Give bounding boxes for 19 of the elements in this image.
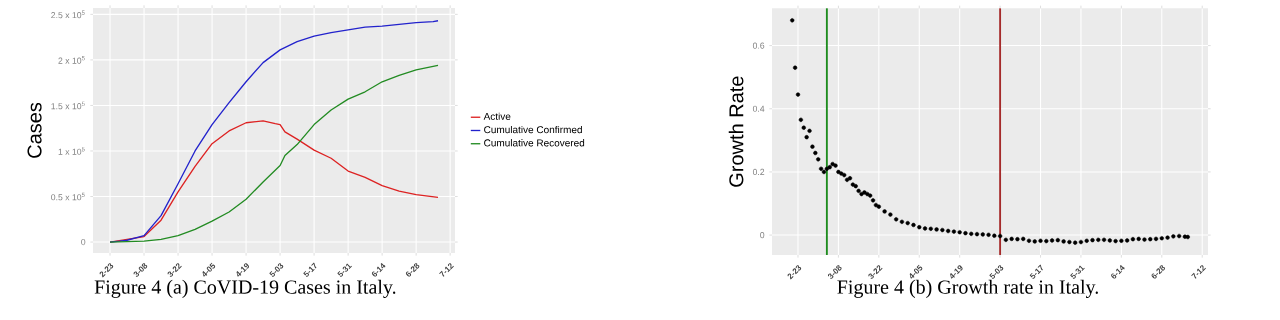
y-tick-label: 1 x 10$^{5}$ [58,147,85,155]
y-tick-label: 0 [81,239,86,246]
x-tick-label: 5-31 [1070,265,1085,279]
line-series [109,64,439,243]
legend-label: Cumulative Confirmed [484,125,582,134]
y-tick-label: 0.2 [752,168,765,175]
y-tick-label: 0.5 x 10$^{5}$ [51,192,85,201]
legend-label: Active [483,112,511,120]
y-tick-label: 2 x 10$^{5}$ [58,56,85,64]
y-axis-title: Growth Rate [728,76,744,187]
caption: Figure 4 (b) Growth rate in Italy. [837,279,1098,298]
caption: Figure 4 (a) CoVID-19 Cases in Italy. [94,279,396,298]
y-tick-label: 0 [760,232,765,239]
legend-label: Cumulative Recovered [484,139,585,147]
y-tick-label: 0.4 [752,105,765,112]
y-tick-label: 1.5 x 10$^{5}$ [51,101,85,110]
y-axis-title: Cases [27,102,42,158]
y-tick-label: 2.5 x 10$^{5}$ [51,10,85,19]
y-tick-label: 0.6 [752,42,765,49]
